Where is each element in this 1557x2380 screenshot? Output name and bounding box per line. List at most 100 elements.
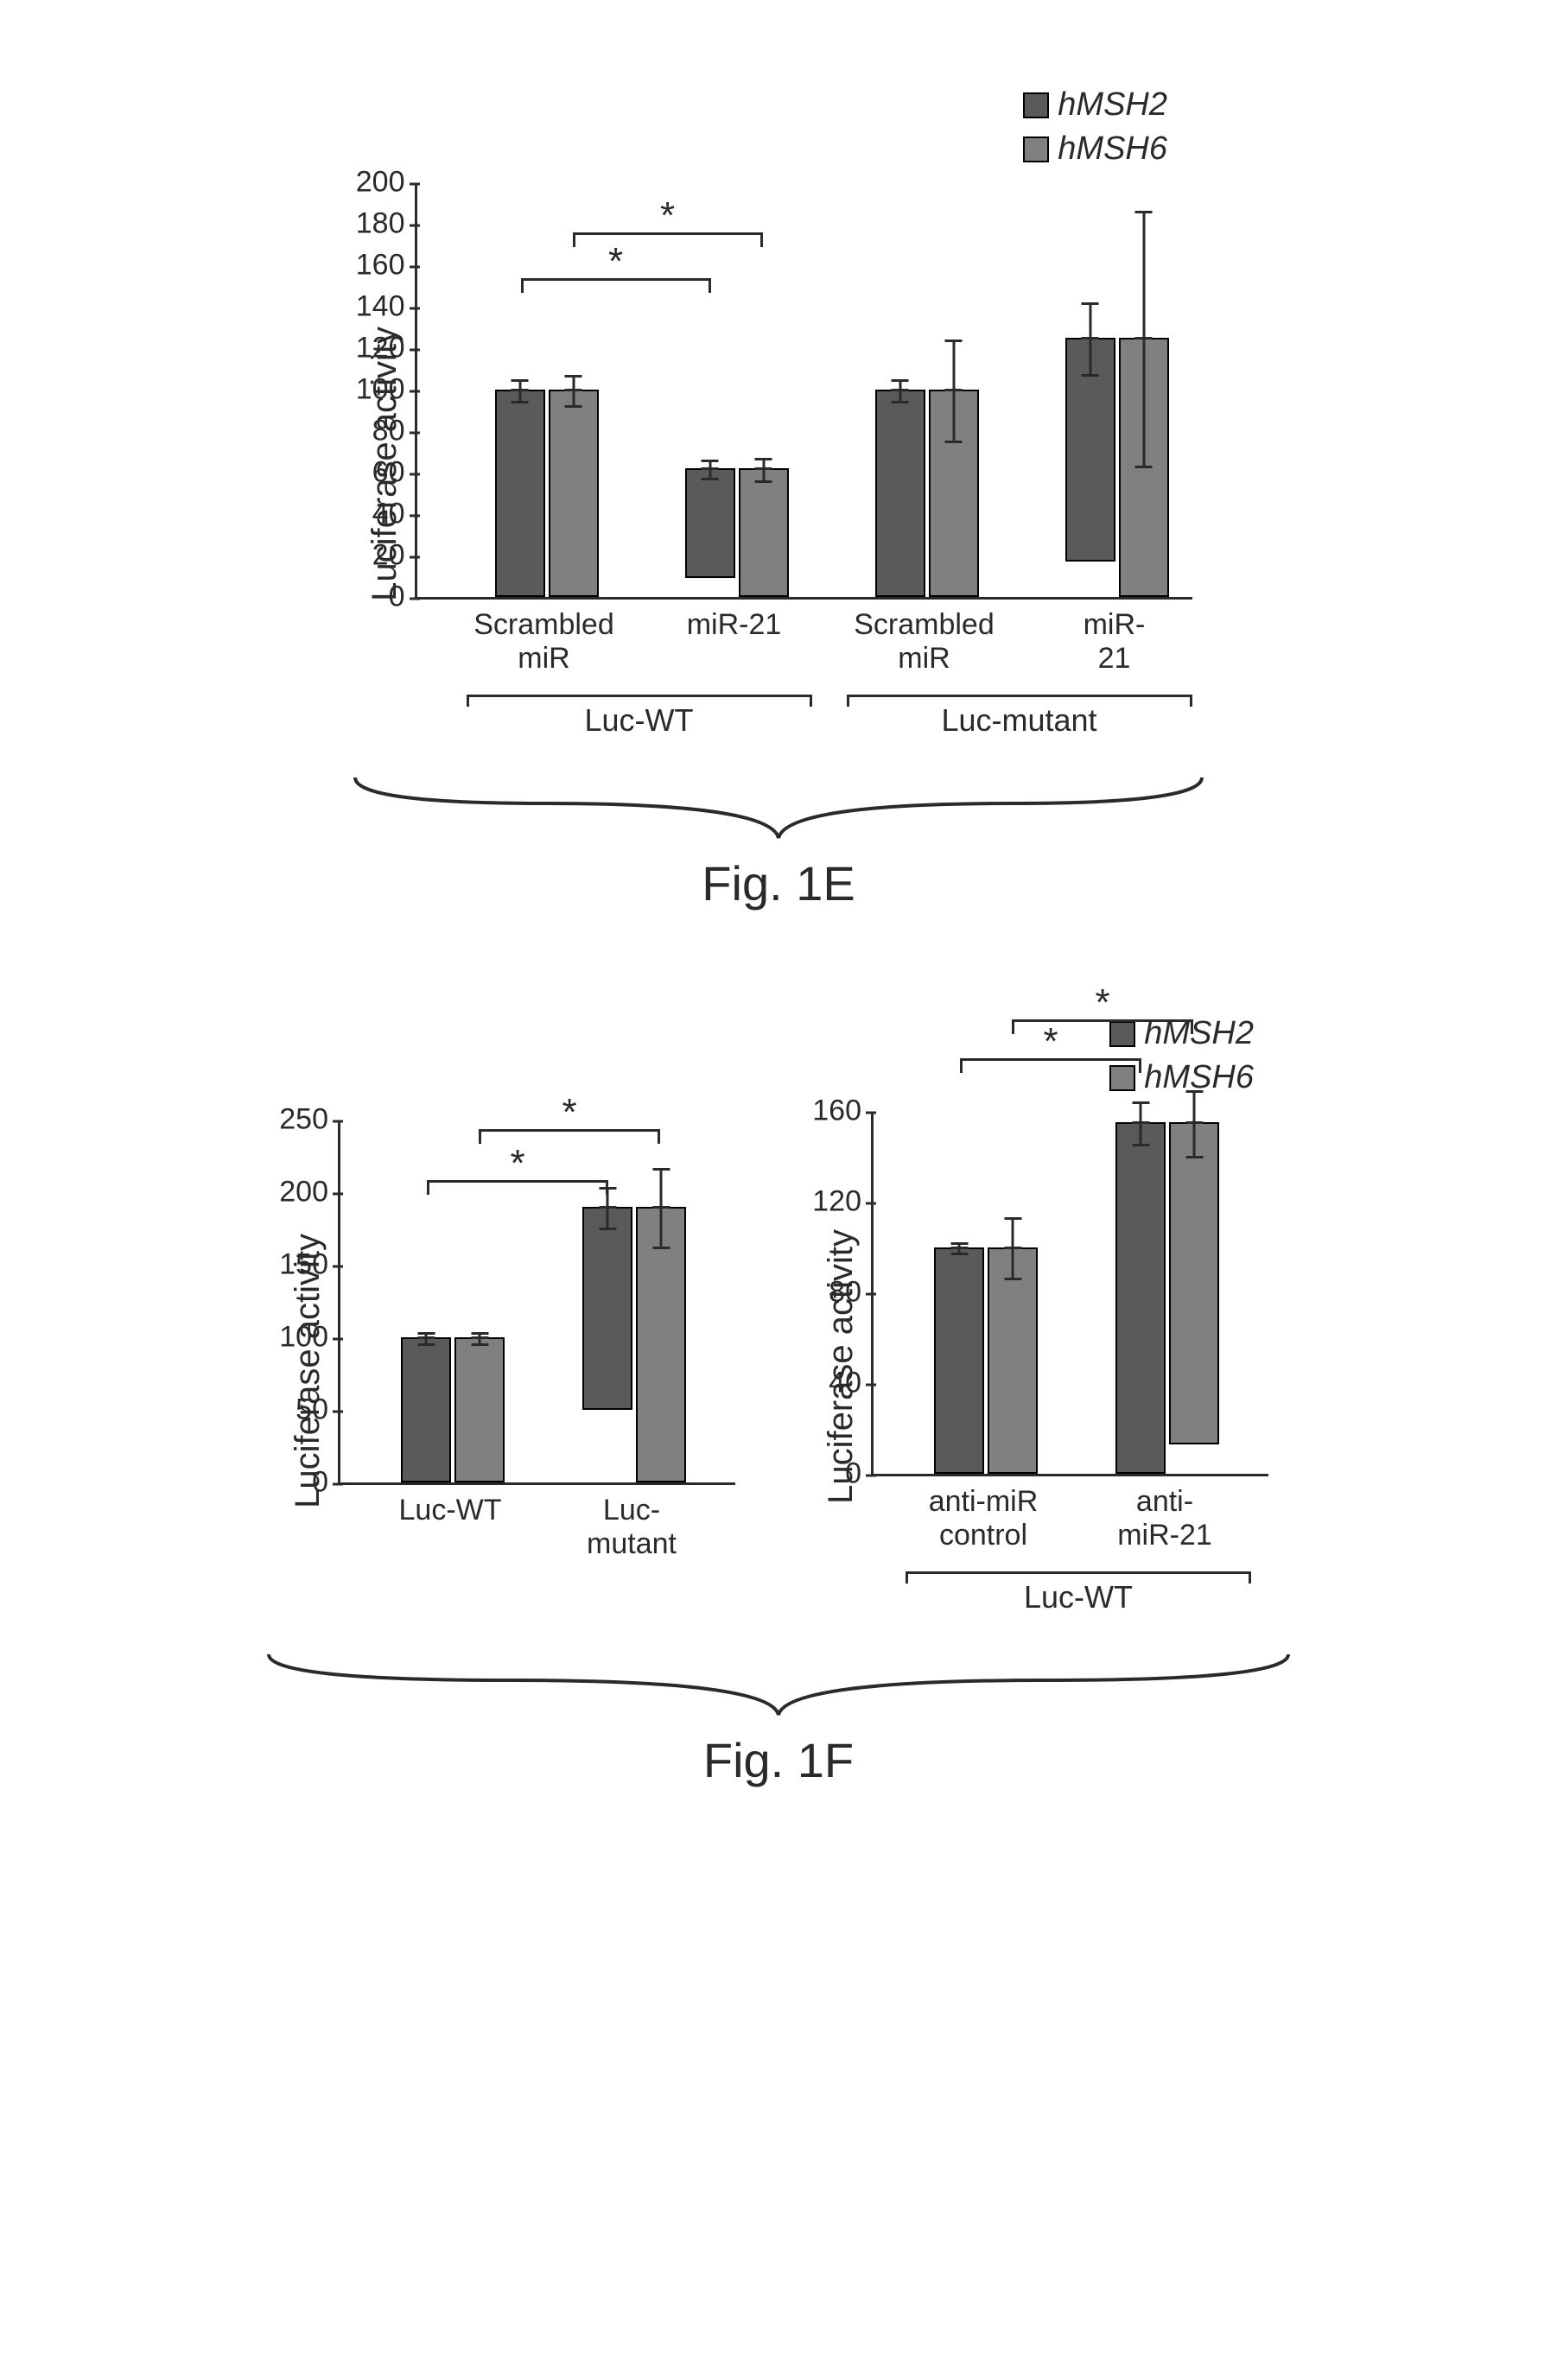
bar xyxy=(549,390,599,597)
bar-group xyxy=(934,1247,1038,1475)
plot-area-1f-right: 04080120160** xyxy=(871,1114,1268,1476)
bar xyxy=(875,390,925,597)
y-tick: 40 xyxy=(372,498,417,531)
y-tick: 100 xyxy=(356,373,417,407)
fig-1e-block: hMSH2 hMSH6 Luciferase activity 02040608… xyxy=(303,86,1254,911)
legend-swatch xyxy=(1023,92,1049,118)
plot-area-1e: 020406080100120140160180200** xyxy=(415,185,1192,600)
legend-item-hmsh2: hMSH2 xyxy=(1023,86,1167,124)
bar-group xyxy=(685,468,789,597)
bar-group xyxy=(1115,1122,1219,1474)
significance-star: * xyxy=(660,194,675,238)
error-bar xyxy=(1140,1101,1142,1124)
x-tick-label: miR-21 xyxy=(687,608,782,642)
bar xyxy=(1169,1122,1219,1444)
y-tick: 200 xyxy=(279,1176,340,1209)
x-tick-label: Scrambled miR xyxy=(473,608,614,676)
subgroup-label: Luc-mutant xyxy=(847,695,1192,739)
error-bar-down xyxy=(899,391,901,403)
error-bar xyxy=(1193,1090,1196,1124)
error-bar-down xyxy=(425,1339,428,1346)
bar xyxy=(582,1207,632,1410)
subgroup-label: Luc-WT xyxy=(906,1571,1251,1615)
error-bar-down xyxy=(479,1339,481,1346)
error-bar-down xyxy=(572,391,575,408)
legend-label: hMSH6 xyxy=(1058,130,1167,168)
y-tick: 140 xyxy=(356,290,417,324)
error-bar xyxy=(572,375,575,391)
figure-caption: Fig. 1E xyxy=(702,855,855,911)
figure-caption: Fig. 1F xyxy=(703,1732,854,1788)
error-bar xyxy=(762,458,765,470)
error-bar-down xyxy=(958,1249,961,1256)
bar xyxy=(988,1247,1038,1475)
y-tick: 120 xyxy=(812,1185,874,1219)
y-tick: 0 xyxy=(312,1466,340,1500)
figure-container: hMSH2 hMSH6 Luciferase activity 02040608… xyxy=(35,35,1522,1788)
error-bar-down xyxy=(660,1209,663,1249)
chart-1f-left: Luciferase activity 050100150200250** Lu… xyxy=(289,1122,735,1620)
error-bar xyxy=(952,340,955,391)
y-tick: 160 xyxy=(812,1095,874,1128)
error-bar-down xyxy=(762,470,765,482)
y-tick: 80 xyxy=(829,1276,874,1310)
curly-brace-icon xyxy=(303,769,1254,847)
error-bar-down xyxy=(518,391,521,403)
subgroup-labels-1e: Luc-WT Luc-mutant xyxy=(415,695,1192,743)
error-bar xyxy=(1012,1217,1014,1249)
error-bar-down xyxy=(1193,1124,1196,1158)
error-bar-down xyxy=(952,391,955,443)
y-tick: 200 xyxy=(356,166,417,200)
y-tick: 250 xyxy=(279,1103,340,1137)
panel-row-1f: Luciferase activity 050100150200250** Lu… xyxy=(289,1114,1268,1620)
bar xyxy=(1115,1122,1166,1474)
error-bar xyxy=(1142,211,1145,340)
error-bar-down xyxy=(1142,340,1145,468)
x-labels-1f-right: anti-miR control anti-miR-21 xyxy=(871,1485,1268,1563)
error-bar xyxy=(425,1332,428,1339)
curly-brace-icon xyxy=(217,1646,1340,1723)
legend-swatch xyxy=(1023,136,1049,162)
x-tick-label: Luc-mutant xyxy=(580,1494,683,1561)
significance-star: * xyxy=(1095,981,1109,1025)
y-tick: 0 xyxy=(845,1457,874,1491)
x-labels-1e: Scrambled miRmiR-21Scrambled miRmiR-21 xyxy=(415,608,1192,686)
fig-1f-block: hMSH2 hMSH6 Luciferase activity 05010015… xyxy=(217,1015,1340,1788)
y-tick: 50 xyxy=(296,1393,340,1427)
error-bar-down xyxy=(709,470,711,480)
error-bar xyxy=(518,379,521,391)
error-bar-down xyxy=(1012,1249,1014,1281)
plot-area-1f-left: 050100150200250** xyxy=(338,1122,735,1485)
bar xyxy=(934,1247,984,1475)
bar xyxy=(685,468,735,578)
bar-group xyxy=(875,390,979,597)
bar-group xyxy=(495,390,599,597)
bar xyxy=(739,468,789,597)
y-tick: 120 xyxy=(356,332,417,365)
error-bar xyxy=(709,460,711,470)
y-tick: 80 xyxy=(372,415,417,448)
y-tick: 40 xyxy=(829,1367,874,1400)
bar xyxy=(401,1337,451,1482)
subgroup-label: Luc-WT xyxy=(467,695,812,739)
x-tick-label: Luc-WT xyxy=(399,1494,502,1527)
x-tick-label: anti-miR-21 xyxy=(1113,1485,1217,1552)
bar xyxy=(454,1337,505,1482)
significance-star: * xyxy=(608,240,623,283)
bar xyxy=(1119,338,1169,597)
x-tick-label: anti-miR control xyxy=(929,1485,1039,1552)
error-bar xyxy=(958,1242,961,1249)
y-tick: 180 xyxy=(356,207,417,241)
y-tick: 20 xyxy=(372,539,417,573)
y-tick: 150 xyxy=(279,1248,340,1282)
legend-1e: hMSH2 hMSH6 xyxy=(1023,86,1167,168)
bar xyxy=(495,390,545,597)
legend-item-hmsh6: hMSH6 xyxy=(1023,130,1167,168)
error-bar-down xyxy=(607,1209,609,1230)
subgroup-labels-1f-right: Luc-WT xyxy=(871,1571,1268,1620)
chart-1f-right: Luciferase activity 04080120160** anti-m… xyxy=(822,1114,1268,1620)
error-bar xyxy=(660,1168,663,1209)
bar-group xyxy=(582,1207,686,1482)
y-tick: 160 xyxy=(356,249,417,282)
y-tick: 100 xyxy=(279,1321,340,1355)
